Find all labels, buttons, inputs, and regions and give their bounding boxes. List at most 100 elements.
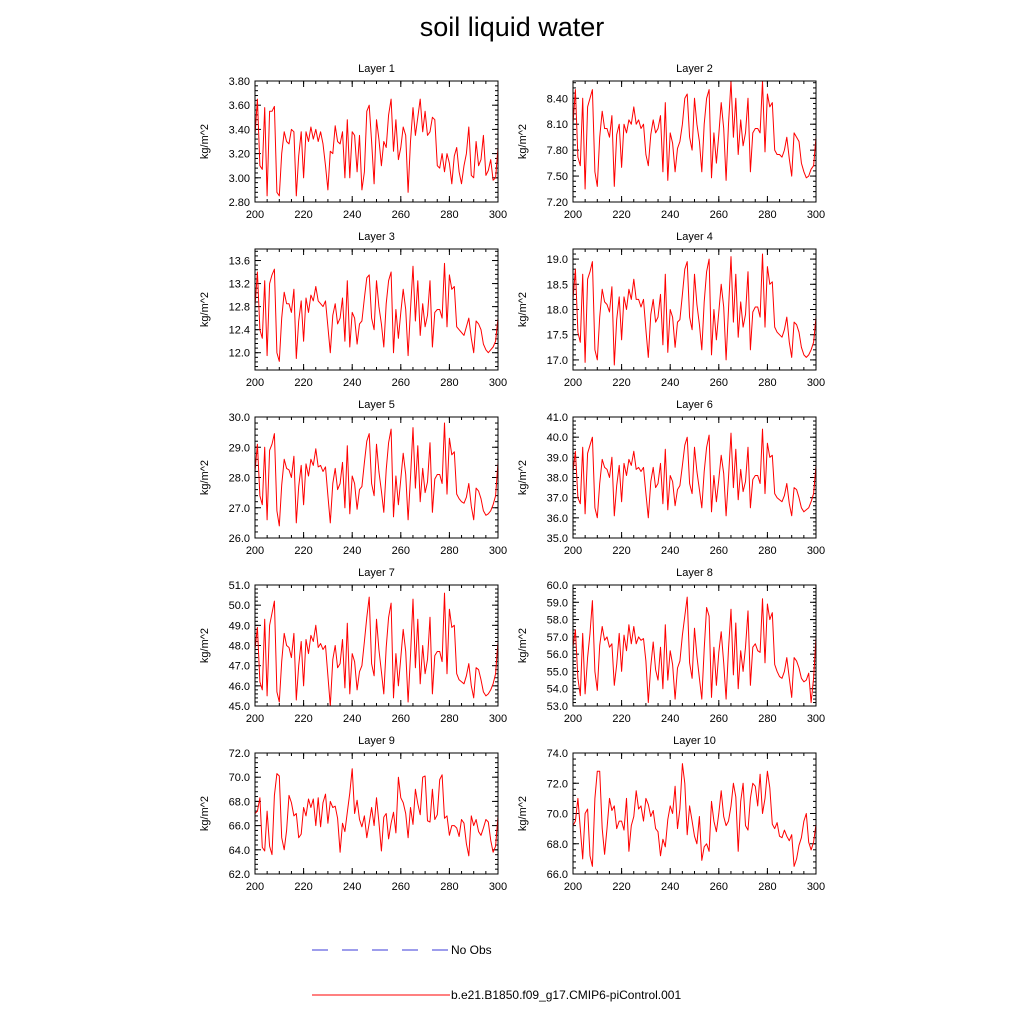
x-tick-label: 200 — [246, 209, 264, 221]
x-tick-label: 280 — [758, 209, 776, 221]
x-tick-label: 220 — [294, 209, 312, 221]
x-tick-label: 200 — [564, 545, 582, 557]
x-tick-label: 260 — [392, 881, 410, 893]
y-tick-label: 68.0 — [229, 796, 250, 808]
x-tick-label: 200 — [246, 545, 264, 557]
x-tick-label: 300 — [807, 881, 825, 893]
series-line — [254, 768, 499, 857]
x-tick-label: 300 — [489, 377, 507, 389]
x-tick-label: 260 — [710, 209, 728, 221]
series-line — [254, 592, 499, 707]
plot-frame — [254, 752, 499, 875]
x-tick-label: 220 — [294, 545, 312, 557]
y-tick-label: 66.0 — [229, 821, 250, 833]
y-tick-label: 3.60 — [229, 100, 250, 112]
y-tick-label: 45.0 — [229, 701, 250, 713]
y-tick-label: 26.0 — [229, 533, 250, 545]
y-tick-label: 19.0 — [547, 254, 568, 266]
y-tick-label: 72.0 — [229, 748, 250, 760]
plot-frame — [572, 416, 817, 539]
panel-title: Layer 1 — [358, 63, 395, 75]
x-tick-label: 280 — [758, 713, 776, 725]
panel-layer-1: Layer 1 kg/m^2 200 220 240 260 280 300 2.80 3.00 3… — [199, 63, 507, 221]
y-tick-label: 62.0 — [229, 869, 250, 881]
x-tick-label: 220 — [612, 377, 630, 389]
y-tick-label: 55.0 — [547, 666, 568, 678]
x-tick-label: 300 — [807, 713, 825, 725]
y-tick-label: 3.00 — [229, 173, 250, 185]
y-tick-label: 30.0 — [229, 412, 250, 424]
x-tick-label: 220 — [612, 713, 630, 725]
y-tick-label: 13.6 — [229, 256, 250, 268]
panel-title: Layer 5 — [358, 399, 395, 411]
x-tick-label: 200 — [246, 881, 264, 893]
y-tick-label: 54.0 — [547, 684, 568, 696]
x-tick-label: 280 — [440, 209, 458, 221]
y-tick-label: 49.0 — [229, 620, 250, 632]
series-line — [572, 763, 817, 867]
y-tick-label: 46.0 — [229, 681, 250, 693]
panel-layer-4: Layer 4 kg/m^2 200 220 240 260 280 300 17.0 17.5 1… — [517, 231, 825, 389]
y-tick-label: 70.0 — [229, 772, 250, 784]
y-tick-label: 39.0 — [547, 452, 568, 464]
y-tick-label: 35.0 — [547, 533, 568, 545]
legend: No Obs b.e21.B1850.f09_g17.CMIP6-piContro… — [312, 943, 681, 1002]
x-tick-label: 240 — [343, 713, 361, 725]
y-tick-label: 13.2 — [229, 279, 250, 291]
panel-title: Layer 9 — [358, 735, 395, 747]
x-tick-label: 260 — [392, 713, 410, 725]
x-tick-label: 280 — [440, 713, 458, 725]
x-tick-label: 260 — [710, 881, 728, 893]
legend-label-model: b.e21.B1850.f09_g17.CMIP6-piControl.001 — [451, 988, 681, 1002]
x-tick-label: 260 — [392, 377, 410, 389]
y-tick-label: 12.8 — [229, 302, 250, 314]
y-tick-label: 7.20 — [547, 197, 568, 209]
y-tick-label: 50.0 — [229, 600, 250, 612]
y-tick-label: 18.5 — [547, 279, 568, 291]
x-tick-label: 240 — [661, 881, 679, 893]
y-tick-label: 40.0 — [547, 432, 568, 444]
y-axis-label: kg/m^2 — [199, 292, 211, 327]
series-line — [254, 262, 499, 362]
y-axis-label: kg/m^2 — [199, 124, 211, 159]
y-tick-label: 18.0 — [547, 305, 568, 317]
y-tick-label: 36.0 — [547, 513, 568, 525]
y-tick-label: 68.0 — [547, 839, 568, 851]
x-tick-label: 240 — [343, 881, 361, 893]
panel-layer-7: Layer 7 kg/m^2 200 220 240 260 280 300 45.0 46.0 4… — [199, 567, 507, 725]
x-tick-label: 200 — [246, 713, 264, 725]
panel-layer-8: Layer 8 kg/m^2 200 220 240 260 280 300 53.0 54.0 5… — [517, 567, 825, 725]
panel-title: Layer 10 — [673, 735, 716, 747]
y-tick-label: 12.0 — [229, 348, 250, 360]
y-tick-label: 57.0 — [547, 632, 568, 644]
y-axis-label: kg/m^2 — [517, 460, 529, 495]
y-tick-label: 17.5 — [547, 330, 568, 342]
plot-frame — [254, 416, 499, 539]
chart-panels: Layer 1 kg/m^2 200 220 240 260 280 300 2.80 3.00 3… — [199, 63, 825, 893]
x-tick-label: 200 — [564, 713, 582, 725]
y-axis-label: kg/m^2 — [199, 796, 211, 831]
x-tick-label: 260 — [392, 545, 410, 557]
plot-frame — [572, 752, 817, 875]
y-tick-label: 56.0 — [547, 649, 568, 661]
y-tick-label: 8.40 — [547, 93, 568, 105]
x-tick-label: 300 — [807, 545, 825, 557]
series-line — [572, 596, 817, 703]
y-tick-label: 12.4 — [229, 325, 250, 337]
y-tick-label: 3.80 — [229, 76, 250, 88]
x-tick-label: 280 — [440, 881, 458, 893]
figure-title: soil liquid water — [419, 12, 605, 42]
y-tick-label: 17.0 — [547, 355, 568, 367]
y-tick-label: 3.20 — [229, 149, 250, 161]
x-tick-label: 240 — [661, 377, 679, 389]
x-tick-label: 200 — [246, 377, 264, 389]
y-tick-label: 60.0 — [547, 580, 568, 592]
x-tick-label: 280 — [758, 545, 776, 557]
y-tick-label: 66.0 — [547, 869, 568, 881]
x-tick-label: 240 — [661, 545, 679, 557]
legend-label-no-obs: No Obs — [451, 943, 492, 957]
panel-title: Layer 2 — [676, 63, 713, 75]
x-tick-label: 240 — [343, 209, 361, 221]
y-tick-label: 2.80 — [229, 197, 250, 209]
